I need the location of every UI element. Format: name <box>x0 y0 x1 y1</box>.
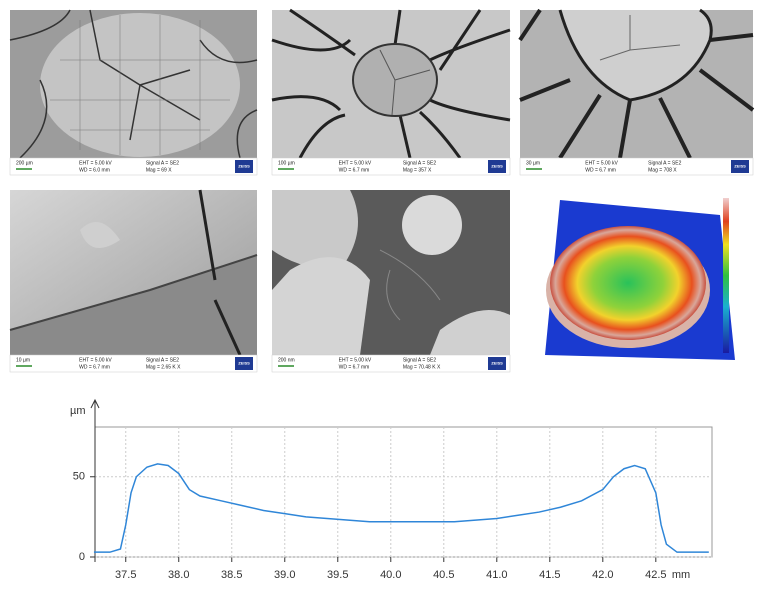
logo: ZEISS <box>238 164 250 169</box>
x-tick-label: 41.5 <box>539 569 560 581</box>
info-bar <box>271 157 511 176</box>
wd-label: WD = 6.7 mm <box>585 167 616 173</box>
scale-label: 10 µm <box>16 357 30 363</box>
profile-line <box>93 463 709 553</box>
signal-label: Signal A = SE2 <box>403 357 436 363</box>
logo: ZEISS <box>491 361 503 366</box>
signal-label: Signal A = SE2 <box>648 160 681 166</box>
wd-label: WD = 6.0 mm <box>79 167 110 173</box>
x-tick-label: 41.0 <box>486 569 507 581</box>
x-tick-label: 39.0 <box>274 569 295 581</box>
wd-label: WD = 6.7 mm <box>339 167 370 173</box>
scale-label: 30 µm <box>526 160 540 166</box>
logo-box <box>235 357 253 370</box>
signal-label: Signal A = SE2 <box>146 357 179 363</box>
info-bar <box>271 354 511 373</box>
x-tick-label: 40.0 <box>380 569 401 581</box>
logo: ZEISS <box>491 164 503 169</box>
x-tick-label: 40.5 <box>433 569 454 581</box>
mag-label: Mag = 69 X <box>146 167 172 173</box>
mag-label: Mag = 357 X <box>403 167 432 173</box>
wd-label: WD = 6.7 mm <box>339 364 370 370</box>
eht-label: EHT = 5.00 kV <box>339 160 372 166</box>
x-tick-label: 39.5 <box>327 569 348 581</box>
height-map-3d <box>535 193 740 368</box>
logo-box <box>235 160 253 173</box>
y-axis-label: µm <box>70 405 86 417</box>
eht-label: EHT = 5.00 kV <box>339 357 372 363</box>
signal-label: Signal A = SE2 <box>146 160 179 166</box>
x-tick-label: 38.0 <box>168 569 189 581</box>
logo: ZEISS <box>734 164 746 169</box>
wd-label: WD = 6.7 mm <box>79 364 110 370</box>
y-tick-label: 0 <box>79 551 85 563</box>
eht-label: EHT = 5.00 kV <box>585 160 618 166</box>
y-tick-label: 50 <box>73 471 85 483</box>
mag-label: Mag = 2.65 K X <box>146 364 181 370</box>
x-tick-label: 42.0 <box>592 569 613 581</box>
x-tick-label: 42.5 <box>645 569 666 581</box>
logo-box <box>488 160 506 173</box>
x-tick-label: 38.5 <box>221 569 242 581</box>
info-bar <box>9 157 258 176</box>
info-bar <box>519 157 754 176</box>
x-axis-label: mm <box>672 569 690 581</box>
plot-area <box>94 426 713 558</box>
sem-panel-1 <box>9 9 258 159</box>
scale-label: 200 µm <box>16 160 33 166</box>
sem-panel-2 <box>271 8 511 159</box>
eht-label: EHT = 5.00 kV <box>79 160 112 166</box>
info-bar <box>9 354 258 373</box>
sem-panel-3 <box>518 8 755 160</box>
sem-panel-4 <box>9 189 258 356</box>
logo: ZEISS <box>238 361 250 366</box>
signal-label: Signal A = SE2 <box>403 160 436 166</box>
logo-box <box>488 357 506 370</box>
y-axis-arrow <box>90 398 100 409</box>
scale-label: 200 nm <box>278 357 295 363</box>
sem-panel-5 <box>272 190 510 355</box>
mag-label: Mag = 708 X <box>648 167 677 173</box>
eht-label: EHT = 5.00 kV <box>79 357 112 363</box>
scale-label: 100 µm <box>278 160 295 166</box>
logo-box <box>731 160 749 173</box>
x-tick-label: 37.5 <box>115 569 136 581</box>
mag-label: Mag = 70.48 K X <box>403 364 441 370</box>
